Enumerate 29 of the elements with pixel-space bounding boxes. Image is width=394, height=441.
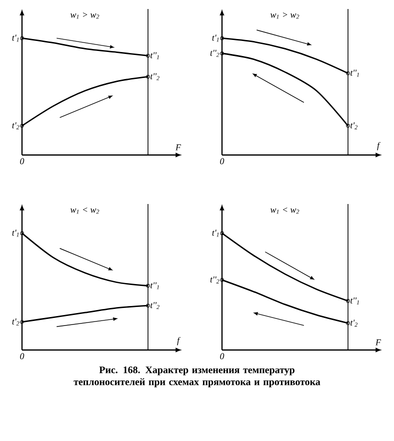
text: 0	[220, 353, 224, 360]
text: 0	[20, 353, 24, 360]
annotation: t''$_{1}$	[350, 70, 359, 77]
x-axis-title: F	[175, 144, 182, 150]
text: t'$_{1}$	[12, 34, 19, 42]
chart-subtitle: w$_{1}$ < w$_{2}$	[70, 208, 100, 214]
x-axis-title: f	[177, 337, 181, 346]
annotation: t''$_{2}$	[150, 73, 160, 80]
text: Рис. 168. Характер изменения температур теплоносителей при схемах прямотока и противотока	[74, 366, 320, 388]
text: 0	[220, 158, 224, 164]
text: t''$_{2}$	[210, 276, 220, 284]
annotation: t''$_{1}$	[150, 282, 159, 290]
annotation: t''$_{1}$	[150, 52, 159, 60]
x-axis-title: F	[375, 339, 382, 346]
chart-subtitle: w$_{1}$ > w$_{2}$	[270, 12, 300, 19]
annotation: t'$_{2}$	[350, 320, 358, 327]
chart-subtitle: w$_{1}$ > w$_{2}$	[70, 12, 100, 19]
text: t''$_{2}$	[210, 50, 220, 57]
text: t'$_{1}$	[212, 34, 219, 42]
annotation: t'$_{2}$	[350, 122, 358, 130]
text: t'$_{1}$	[212, 230, 219, 237]
annotation: t''$_{2}$	[150, 302, 160, 310]
text: t'$_{1}$	[12, 230, 19, 237]
x-axis-title: f	[377, 142, 381, 150]
annotation: t''$_{1}$	[350, 298, 359, 304]
text: t'$_{2}$	[12, 318, 20, 326]
text: t'$_{2}$	[12, 122, 20, 130]
chart-subtitle: w$_{1}$ < w$_{2}$	[270, 208, 300, 214]
text: 0	[20, 158, 24, 164]
